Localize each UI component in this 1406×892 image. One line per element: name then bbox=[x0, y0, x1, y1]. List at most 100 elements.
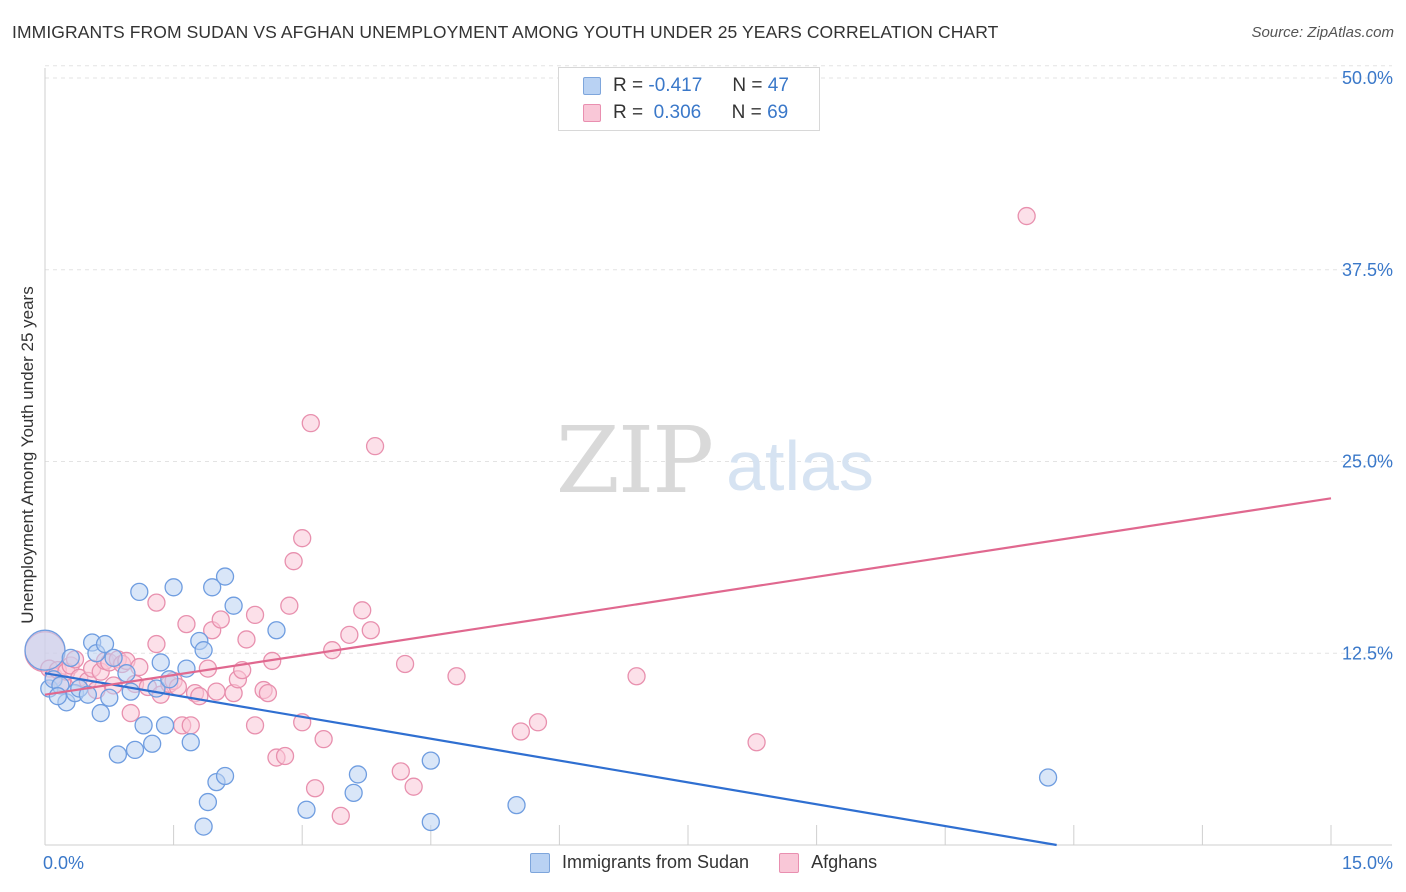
data-point-sudan bbox=[143, 734, 162, 753]
data-point-afghans bbox=[284, 552, 303, 571]
grid-lines bbox=[45, 65, 1392, 654]
data-point-afghans bbox=[395, 654, 415, 674]
data-point-afghans bbox=[365, 437, 385, 456]
data-point-afghans bbox=[280, 596, 299, 615]
data-point-sudan bbox=[151, 653, 170, 672]
y-tick-label: 50.0% bbox=[1342, 68, 1393, 88]
data-point-sudan bbox=[421, 751, 440, 770]
data-point-afghans bbox=[147, 593, 166, 612]
data-point-sudan bbox=[155, 716, 175, 735]
data-point-sudan bbox=[164, 578, 183, 597]
data-point-afghans bbox=[245, 716, 265, 735]
legend-label-afghans: Afghans bbox=[811, 852, 878, 872]
data-point-sudan bbox=[48, 687, 68, 706]
data-point-afghans bbox=[331, 806, 350, 826]
series-legend: Immigrants from Sudan Afghans bbox=[530, 852, 907, 873]
series-sudan bbox=[24, 567, 1058, 836]
data-point-sudan bbox=[194, 817, 213, 836]
legend-swatch-afghans bbox=[779, 852, 800, 873]
legend-label-sudan: Immigrants from Sudan bbox=[562, 852, 750, 872]
data-point-afghans bbox=[627, 667, 646, 686]
data-point-sudan bbox=[267, 621, 286, 640]
data-point-sudan bbox=[215, 567, 235, 586]
legend-item-afghans[interactable]: Afghans bbox=[779, 852, 877, 873]
legend-row-afghans: R = 0.306 N = 69 bbox=[583, 101, 788, 125]
data-point-afghans bbox=[1017, 206, 1036, 226]
watermark-zip: ZIP bbox=[556, 407, 712, 514]
legend-n-value: 47 bbox=[767, 75, 789, 96]
data-point-sudan bbox=[344, 783, 363, 802]
data-point-afghans bbox=[245, 605, 265, 625]
data-point-afghans bbox=[121, 703, 140, 723]
data-point-afghans bbox=[147, 634, 166, 654]
y-tick-label: 37.5% bbox=[1342, 260, 1393, 280]
data-point-sudan bbox=[348, 765, 368, 784]
data-point-sudan bbox=[24, 629, 66, 671]
data-point-sudan bbox=[203, 578, 222, 597]
data-point-afghans bbox=[305, 779, 325, 798]
data-point-afghans bbox=[293, 529, 312, 548]
data-point-sudan bbox=[224, 596, 243, 615]
data-point-sudan bbox=[215, 766, 235, 786]
data-point-sudan bbox=[61, 648, 80, 668]
trend-lines bbox=[44, 497, 1332, 847]
data-point-afghans bbox=[528, 713, 548, 732]
data-point-sudan bbox=[507, 795, 526, 815]
tick-labels: 12.5% 25.0% 37.5% 50.0% 0.0% 15.0% bbox=[43, 68, 1393, 873]
legend-n-label: N = bbox=[731, 102, 762, 123]
data-point-afghans bbox=[211, 610, 230, 629]
legend-r-value: 0.306 bbox=[653, 102, 702, 123]
data-point-sudan bbox=[117, 664, 136, 683]
trend-line-afghans bbox=[44, 497, 1332, 696]
axes bbox=[44, 68, 1392, 846]
series-afghans bbox=[24, 206, 1036, 826]
data-point-sudan bbox=[100, 688, 119, 707]
watermark: ZIP atlas bbox=[556, 407, 874, 514]
data-point-sudan bbox=[91, 703, 110, 723]
legend-swatch-sudan bbox=[583, 77, 601, 95]
legend-item-sudan[interactable]: Immigrants from Sudan bbox=[530, 852, 749, 873]
data-point-sudan bbox=[1038, 768, 1058, 787]
data-point-afghans bbox=[181, 716, 200, 735]
legend-row-sudan: R = -0.417 N = 47 bbox=[583, 74, 789, 98]
watermark-atlas: atlas bbox=[726, 427, 874, 505]
data-point-afghans bbox=[258, 683, 278, 703]
legend-r-label: R = bbox=[613, 102, 644, 123]
data-point-sudan bbox=[297, 800, 316, 819]
source-label: Source: ZipAtlas.com bbox=[1251, 24, 1394, 41]
data-point-sudan bbox=[130, 582, 149, 602]
legend-r-value: -0.417 bbox=[648, 75, 703, 96]
x-tick-label: 15.0% bbox=[1342, 853, 1393, 873]
data-point-sudan bbox=[160, 670, 179, 689]
data-point-sudan bbox=[125, 740, 145, 760]
data-point-afghans bbox=[353, 601, 372, 620]
data-point-afghans bbox=[404, 777, 423, 796]
y-tick-label: 25.0% bbox=[1342, 452, 1393, 472]
data-point-afghans bbox=[747, 733, 766, 752]
data-point-afghans bbox=[361, 621, 380, 640]
y-tick-label: 12.5% bbox=[1342, 643, 1393, 663]
data-point-afghans bbox=[177, 614, 196, 634]
data-point-afghans bbox=[237, 630, 256, 649]
legend-r-label: R = bbox=[613, 75, 644, 96]
data-point-sudan bbox=[108, 745, 128, 764]
legend-n-value: 69 bbox=[767, 102, 789, 123]
data-point-afghans bbox=[511, 722, 530, 741]
data-point-afghans bbox=[391, 762, 410, 781]
data-point-afghans bbox=[447, 667, 466, 686]
data-point-afghans bbox=[207, 682, 226, 701]
legend-swatch-afghans bbox=[583, 104, 601, 122]
data-point-afghans bbox=[275, 746, 295, 766]
data-point-sudan bbox=[134, 716, 153, 735]
data-point-sudan bbox=[181, 733, 200, 752]
data-point-sudan bbox=[194, 641, 213, 660]
legend-n-label: N = bbox=[732, 75, 763, 96]
data-point-sudan bbox=[104, 648, 123, 668]
data-point-sudan bbox=[95, 634, 115, 654]
data-point-afghans bbox=[314, 730, 333, 749]
data-point-afghans bbox=[301, 413, 320, 433]
data-point-sudan bbox=[198, 792, 218, 812]
data-point-afghans bbox=[190, 687, 209, 706]
chart-title: IMMIGRANTS FROM SUDAN VS AFGHAN UNEMPLOY… bbox=[12, 22, 999, 42]
